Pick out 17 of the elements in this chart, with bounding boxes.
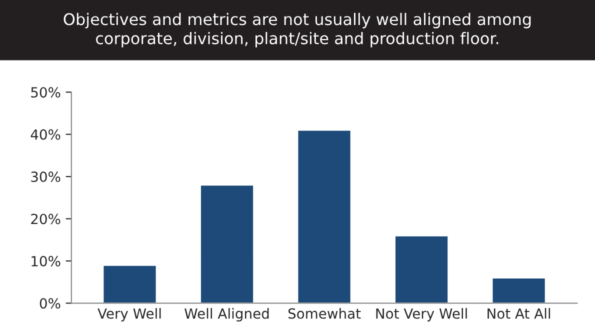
x-tick-label: Not Very Well [376,308,467,322]
bar [296,129,352,304]
bar [491,277,546,304]
y-tick-label: 0% [40,298,60,309]
y-tick-label: 10% [32,256,60,266]
x-tick-label: Very Well [98,308,161,322]
bar [102,264,158,304]
y-tick-label: 30% [31,172,60,182]
x-tick-label: Somewhat [288,308,361,319]
y-tick-label: 50% [31,87,60,98]
x-tick-label: Well Aligned [184,308,269,322]
x-tick-label: Not At All [488,308,550,319]
bar [394,234,449,304]
chart-title: Objectives and metrics are not usually well aligned among corporate, division, plant/site and production floor. [64,12,531,48]
y-tick-label: 40% [30,129,60,140]
bar [200,184,254,304]
y-tick-label: 20% [31,214,60,224]
